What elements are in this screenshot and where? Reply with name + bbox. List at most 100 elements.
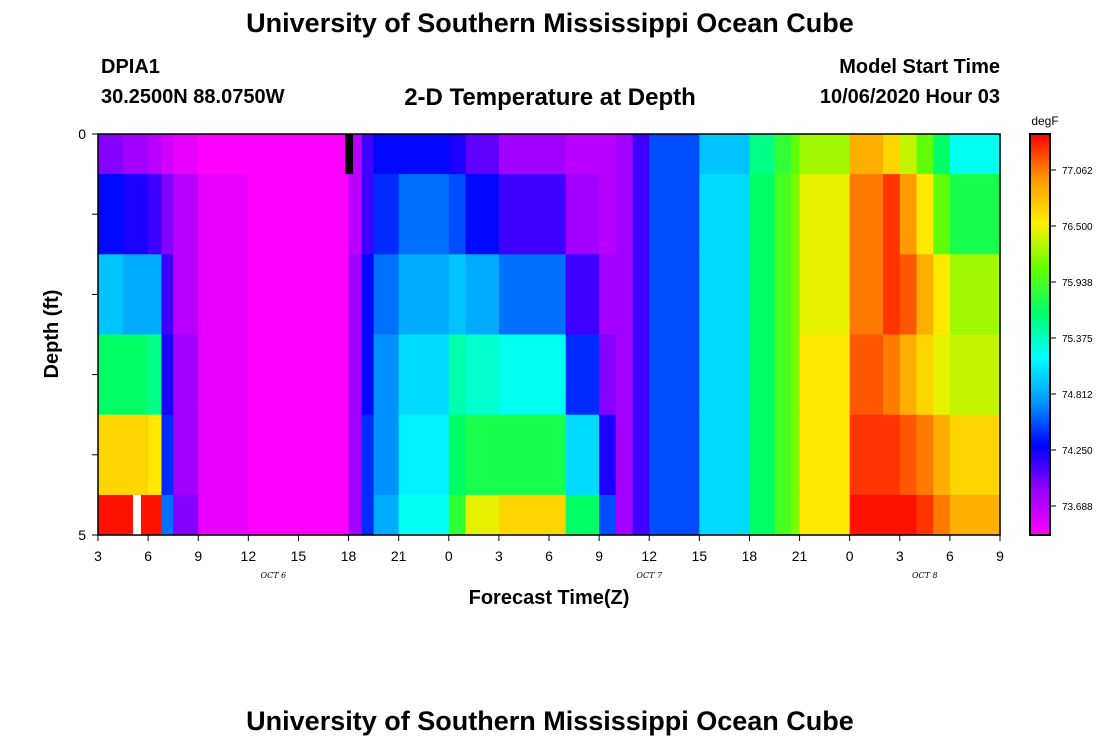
heatmap-cell — [565, 254, 600, 336]
colorbar-tick-label: 76.500 — [1062, 222, 1093, 233]
heatmap-cell — [373, 334, 400, 416]
heatmap-cell — [398, 254, 450, 336]
heatmap-cell — [161, 174, 174, 255]
heatmap-cell — [774, 494, 792, 536]
heatmap-cell — [949, 174, 1001, 255]
colorbar-tick-label: 77.062 — [1062, 166, 1093, 177]
heatmap-cell — [799, 254, 851, 336]
heatmap-cell — [465, 414, 500, 496]
heatmap-cell — [799, 494, 851, 536]
heatmap-cell — [448, 494, 467, 536]
heatmap-cell — [123, 134, 149, 175]
x-axis-label: Forecast Time(Z) — [469, 587, 630, 609]
heatmap-cell — [98, 414, 124, 496]
heatmap-cell — [340, 174, 350, 255]
heatmap-cell — [298, 334, 341, 416]
x-tick-label: 15 — [692, 548, 708, 564]
heatmap-cell — [791, 414, 801, 496]
heatmap-cell — [615, 254, 634, 336]
heatmap-cell — [373, 134, 400, 175]
heatmap-cell — [348, 174, 363, 255]
heatmap-cell — [883, 134, 901, 175]
x-tick-label: 12 — [641, 548, 657, 564]
heatmap-cell — [198, 254, 249, 336]
heatmap-cell — [799, 334, 851, 416]
heatmap-cell — [599, 174, 617, 255]
heatmap-cell — [465, 334, 500, 416]
x-tick-label: 21 — [391, 548, 407, 564]
heatmap-cell — [649, 254, 700, 336]
heatmap-cell — [565, 414, 600, 496]
heatmap-cell — [448, 254, 467, 336]
heatmap-cell — [498, 414, 567, 496]
heatmap-cell — [899, 334, 918, 416]
heatmap-cell — [933, 334, 951, 416]
heatmap-cell — [916, 414, 934, 496]
heatmap-cell — [699, 494, 751, 536]
heatmap-cell — [198, 174, 249, 255]
colorbar-ticks: 77.062 76.500 75.938 75.375 74.812 74.250 73.6… — [1050, 166, 1093, 513]
heatmap-cell — [348, 254, 363, 336]
heatmap-cell — [916, 254, 934, 336]
x-tick-label: 18 — [742, 548, 758, 564]
heatmap-cell — [498, 254, 567, 336]
heatmap-cell — [348, 494, 363, 536]
heatmap-cell — [448, 134, 467, 175]
missing-value-cell — [345, 134, 354, 175]
heatmap-cell — [632, 414, 650, 496]
heatmap-cell — [161, 494, 174, 536]
heatmap-cell — [98, 494, 124, 536]
heatmap-cell — [699, 334, 751, 416]
heatmap-cell — [198, 134, 249, 175]
heatmap-cell — [699, 414, 751, 496]
x-tick-label: 3 — [896, 548, 904, 564]
heatmap-cell — [749, 334, 776, 416]
colorbar-tick-label: 74.812 — [1062, 390, 1093, 401]
heatmap — [98, 134, 1001, 536]
x-tick-label: 6 — [946, 548, 954, 564]
heatmap-cell — [632, 334, 650, 416]
heatmap-cell — [749, 134, 776, 175]
heatmap-cell — [649, 134, 700, 175]
heatmap-cell — [699, 174, 751, 255]
heatmap-cell — [632, 254, 650, 336]
heatmap-cell — [916, 134, 934, 175]
x-tick-label: 3 — [94, 548, 102, 564]
heatmap-cell — [173, 494, 199, 536]
heatmap-cell — [615, 134, 634, 175]
colorbar-tick-label: 75.375 — [1062, 334, 1093, 345]
heatmap-cell — [849, 334, 884, 416]
heatmap-cell — [248, 254, 300, 336]
plot-title: 2-D Temperature at Depth — [404, 84, 696, 111]
heatmap-cell — [791, 134, 801, 175]
colorbar-tick-label: 75.938 — [1062, 278, 1093, 289]
heatmap-cell — [883, 494, 901, 536]
heatmap-cell — [883, 254, 901, 336]
heatmap-cell — [173, 254, 199, 336]
heatmap-cell — [298, 254, 341, 336]
x-axis: 3 6 9 12 15 18 21 0 3 6 9 12 15 18 21 0 3 6 9 OCT 6 OCT 7 OCT… — [94, 535, 1004, 580]
colorbar-tick-label: 74.250 — [1062, 446, 1093, 457]
y-axis: 05 — [78, 126, 98, 543]
heatmap-cell — [248, 414, 300, 496]
heatmap-cell — [148, 494, 163, 536]
heatmap-cell — [883, 174, 901, 255]
heatmap-cell — [799, 134, 851, 175]
heatmap-cell — [899, 414, 918, 496]
heatmap-cell — [849, 494, 884, 536]
heatmap-cell — [615, 414, 634, 496]
heatmap-cell — [899, 494, 918, 536]
heatmap-cell — [949, 414, 1001, 496]
x-tick-label: 9 — [996, 548, 1004, 564]
heatmap-cell — [98, 174, 124, 255]
heatmap-cell — [615, 494, 634, 536]
heatmap-cell — [398, 134, 450, 175]
heatmap-cell — [933, 254, 951, 336]
heatmap-cell — [565, 134, 600, 175]
heatmap-cell — [749, 414, 776, 496]
heatmap-cell — [899, 254, 918, 336]
heatmap-cell — [498, 174, 567, 255]
x-tick-label: 6 — [144, 548, 152, 564]
heatmap-cell — [949, 134, 1001, 175]
x-tick-label: 12 — [241, 548, 257, 564]
